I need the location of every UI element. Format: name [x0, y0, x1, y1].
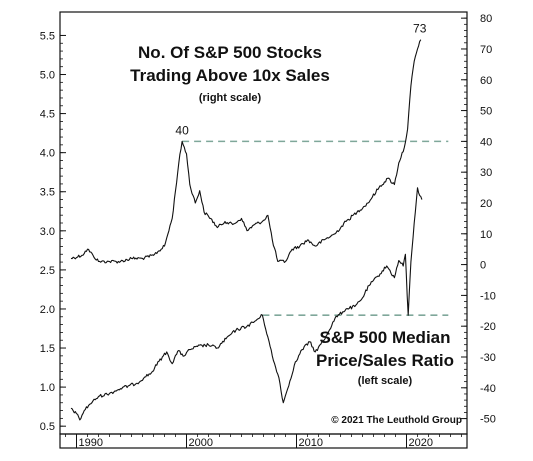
right-tick-label: -30	[480, 352, 496, 364]
right-tick-label: 0	[480, 260, 486, 272]
title-ratio-line-2: Price/Sales Ratio	[316, 351, 454, 370]
peak-annotation: 73	[413, 22, 427, 36]
right-tick-label: 20	[480, 198, 492, 210]
title-stocks-line-1: No. Of S&P 500 Stocks	[138, 43, 322, 62]
scale-note-right: (right scale)	[199, 92, 262, 104]
left-tick-label: 5.0	[40, 70, 55, 82]
left-tick-label: 0.5	[40, 421, 55, 433]
right-tick-label: 50	[480, 106, 492, 118]
copyright-note: © 2021 The Leuthold Group	[331, 415, 462, 426]
left-tick-label: 4.5	[40, 109, 55, 121]
series-line-stocks-above-10x-sales	[70, 39, 422, 264]
left-tick-label: 3.5	[40, 187, 55, 199]
right-tick-label: 70	[480, 44, 492, 56]
reference-lines	[182, 140, 449, 317]
series-lines	[70, 39, 423, 421]
left-tick-label: 1.0	[40, 382, 55, 394]
title-stocks-line-2: Trading Above 10x Sales	[130, 66, 330, 85]
right-tick-label: -10	[480, 290, 496, 302]
x-axis: 1990 2000 2010 2020	[65, 434, 462, 449]
title-ratio-line-1: S&P 500 Median	[319, 328, 450, 347]
scale-note-left: (left scale)	[358, 375, 413, 387]
right-tick-label: -50	[480, 414, 496, 426]
right-tick-label: 60	[480, 75, 492, 87]
left-tick-label: 2.5	[40, 265, 55, 277]
left-axis: 0.5 1.0 1.5 2.0 2.5 3.0 3.5 4.0 4.5 5.0 5.5	[40, 30, 66, 433]
right-tick-label: -40	[480, 383, 496, 395]
right-tick-label: 10	[480, 229, 492, 241]
peak-annotation: 40	[175, 123, 189, 137]
left-tick-label: 1.5	[40, 343, 55, 355]
annotations: 40 73	[175, 22, 426, 138]
left-tick-label: 2.0	[40, 304, 55, 316]
x-tick-label: 2010	[299, 437, 323, 449]
left-tick-label: 4.0	[40, 148, 55, 160]
right-tick-label: 30	[480, 167, 492, 179]
x-tick-label: 1990	[79, 437, 103, 449]
right-axis: -50 -40 -30 -20 -10 0 10 20 30 40 50 60 70 80	[461, 13, 496, 426]
x-tick-label: 2000	[189, 437, 213, 449]
right-tick-label: 80	[480, 13, 492, 25]
x-tick-label: 2020	[409, 437, 433, 449]
left-tick-label: 5.5	[40, 30, 55, 42]
left-tick-label: 3.0	[40, 226, 55, 238]
right-tick-label: -20	[480, 321, 496, 333]
right-tick-label: 40	[480, 136, 492, 148]
series-line-median-price-sales	[70, 187, 423, 421]
